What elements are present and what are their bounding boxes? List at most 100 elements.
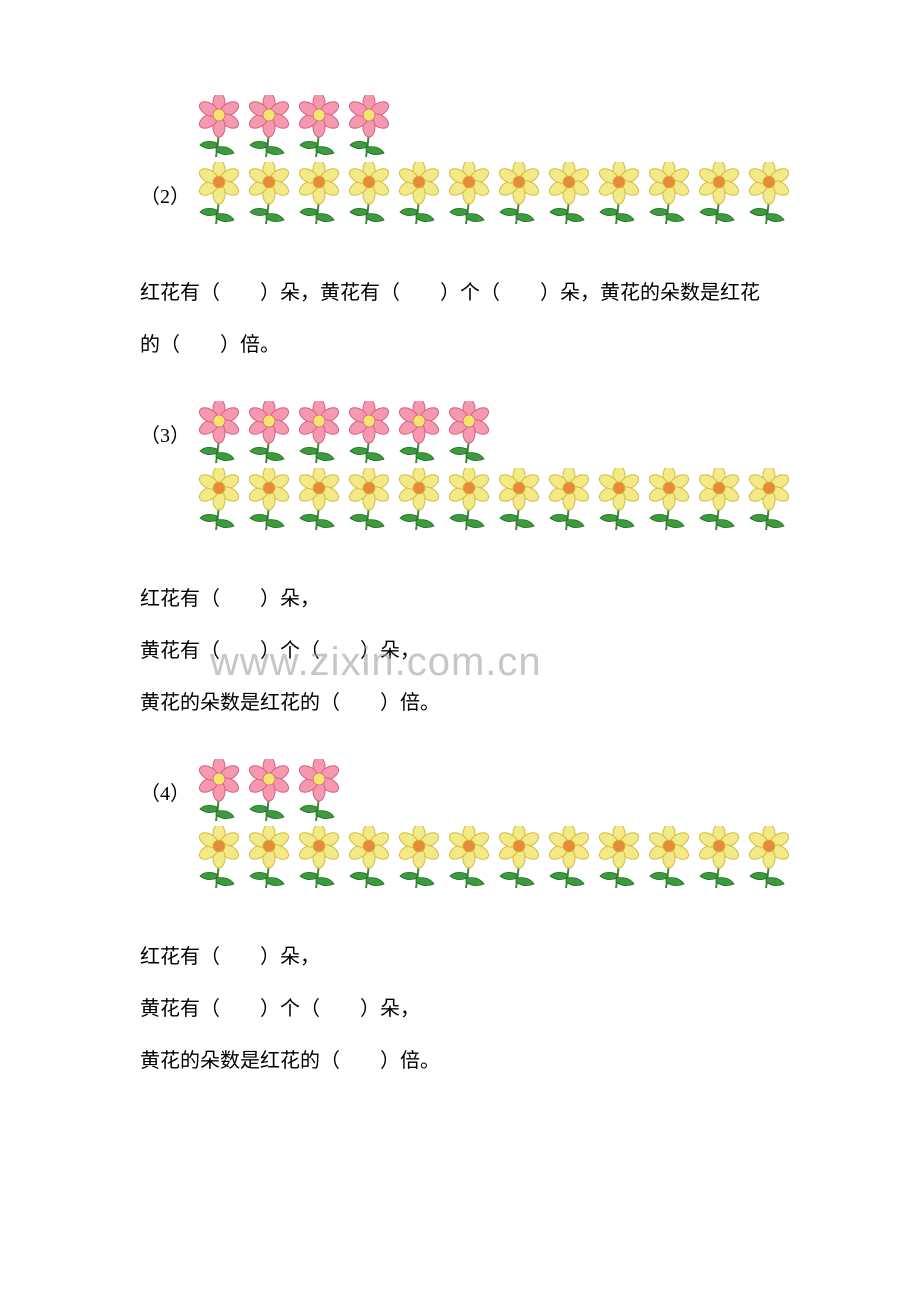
flower-icon [644,162,694,227]
flower-icon [294,162,344,227]
yellow-flower-icon [344,162,394,227]
yellow-flower-icon [494,162,544,227]
problem-4-pink-row: （4） [140,759,840,824]
yellow-flower-icon [444,468,494,533]
pink-flower-icon [194,95,244,160]
yellow-flower-icon [244,468,294,533]
flower-icon [344,162,394,227]
pink-flowers [194,95,394,160]
text-line: 黄花的朵数是红花的（ ）倍。 [140,677,840,729]
flower-icon [494,162,544,227]
flower-icon [194,468,244,533]
pink-flower-icon [244,401,294,466]
flower-icon [244,759,294,824]
flower-icon [194,759,244,824]
problem-2-label: （2） [140,167,190,227]
flower-icon [494,826,544,891]
page-content: （2） [140,95,840,1117]
pink-flower-icon [444,401,494,466]
yellow-flower-icon [194,162,244,227]
flower-icon [544,468,594,533]
yellow-flower-icon [694,468,744,533]
flower-icon [294,95,344,160]
yellow-flower-icon [294,162,344,227]
flower-icon [194,95,244,160]
flower-icon [194,826,244,891]
pink-flower-icon [244,759,294,824]
problem-4: （4） [140,759,840,1087]
pink-flower-icon [344,95,394,160]
flower-icon [344,826,394,891]
text-line: 黄花有（ ）个（ ）朵， [140,983,840,1035]
flower-icon [244,401,294,466]
pink-flowers [194,759,344,824]
flower-icon [294,826,344,891]
pink-flower-icon [344,401,394,466]
yellow-flower-icon [694,826,744,891]
problem-2-pink-row: （2） [140,95,840,160]
text-line: 红花有（ ）朵，黄花有（ ）个（ ）朵，黄花的朵数是红花 [140,267,840,319]
text-line: 红花有（ ）朵， [140,931,840,983]
yellow-flower-icon [744,162,794,227]
pink-flower-icon [294,759,344,824]
yellow-flower-icon [394,826,444,891]
yellow-flower-icon [444,826,494,891]
flower-icon [244,95,294,160]
flower-icon [294,401,344,466]
flower-icon [394,401,444,466]
problem-2-text: 红花有（ ）朵，黄花有（ ）个（ ）朵，黄花的朵数是红花 的（ ）倍。 [140,267,840,371]
flower-icon [344,468,394,533]
flower-icon [394,826,444,891]
flower-icon [194,162,244,227]
flower-icon [194,401,244,466]
pink-flowers [194,401,494,466]
problem-4-text: 红花有（ ）朵， 黄花有（ ）个（ ）朵， 黄花的朵数是红花的（ ）倍。 [140,931,840,1087]
flower-icon [594,162,644,227]
flower-icon [694,468,744,533]
flower-icon [444,468,494,533]
pink-flower-icon [194,759,244,824]
yellow-flower-icon [394,468,444,533]
yellow-flower-icon [544,468,594,533]
flower-icon [244,826,294,891]
flower-icon [594,468,644,533]
yellow-flower-icon [244,162,294,227]
flower-icon [744,468,794,533]
yellow-flower-icon [694,162,744,227]
yellow-flower-icon [644,468,694,533]
yellow-flower-icon [394,162,444,227]
problem-3-yellow-row: （3） [140,468,840,533]
flower-icon [644,468,694,533]
flower-icon [694,162,744,227]
flower-icon [694,826,744,891]
text-line: 红花有（ ）朵， [140,573,840,625]
yellow-flower-icon [594,468,644,533]
yellow-flower-icon [294,826,344,891]
flower-icon [294,759,344,824]
yellow-flower-icon [544,826,594,891]
yellow-flower-icon [194,468,244,533]
problem-2-yellow-row: （2） [140,162,840,227]
flower-icon [244,468,294,533]
pink-flower-icon [244,95,294,160]
flower-icon [744,162,794,227]
flower-icon [544,826,594,891]
flower-icon [444,401,494,466]
flower-icon [444,826,494,891]
flower-icon [544,162,594,227]
yellow-flower-icon [744,468,794,533]
yellow-flower-icon [194,826,244,891]
flower-icon [344,401,394,466]
yellow-flower-icon [344,468,394,533]
flower-icon [394,162,444,227]
flower-icon [744,826,794,891]
problem-4-yellow-row: （4） [140,826,840,891]
pink-flower-icon [294,401,344,466]
problem-3-text: 红花有（ ）朵， 黄花有（ ）个（ ）朵， 黄花的朵数是红花的（ ）倍。 [140,573,840,729]
flower-icon [394,468,444,533]
problem-2: （2） [140,95,840,371]
yellow-flowers [194,826,794,891]
text-line: 黄花的朵数是红花的（ ）倍。 [140,1035,840,1087]
yellow-flower-icon [744,826,794,891]
problem-3-pink-row: （3） [140,401,840,466]
